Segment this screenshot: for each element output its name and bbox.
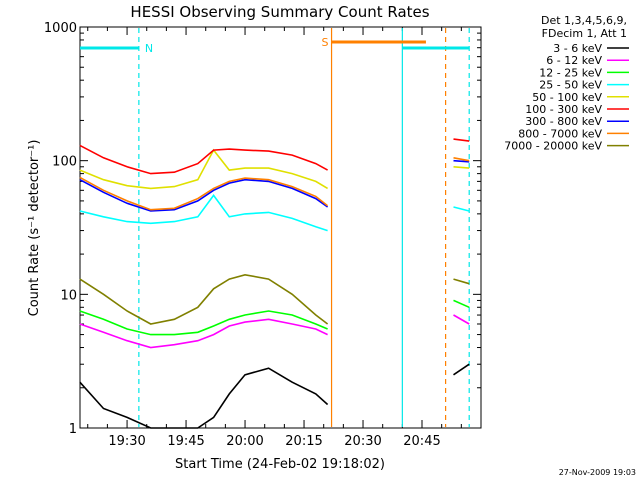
attenuator-label: S: [322, 36, 329, 49]
series-line: [79, 194, 328, 232]
legend-entry-label: 800 - 7000 keV: [518, 127, 602, 140]
series-line: [453, 138, 470, 142]
series-line: [79, 144, 328, 175]
legend-entry-label: 3 - 6 keV: [553, 42, 602, 55]
legend-entry-label: 300 - 800 keV: [525, 115, 602, 128]
series-line: [79, 176, 329, 211]
series-line: [79, 367, 329, 429]
series-line: [453, 157, 470, 162]
x-tick-label: 19:45: [167, 434, 204, 449]
series-lines: [79, 138, 470, 429]
x-tick-label: 20:30: [344, 434, 381, 449]
series-line: [453, 278, 470, 285]
chart-title: HESSI Observing Summary Count Rates: [130, 3, 429, 21]
legend-entry-label: 7000 - 20000 keV: [504, 140, 602, 153]
series-line: [79, 273, 329, 325]
timestamp: 27-Nov-2009 19:03: [559, 468, 636, 477]
x-tick-label: 19:30: [108, 434, 145, 449]
series-line: [453, 314, 470, 325]
x-tick-label: 20:15: [285, 434, 322, 449]
y-axis-label: Count Rate (s⁻¹ detector⁻¹): [27, 140, 42, 317]
series-line: [79, 148, 329, 190]
legend-entry-label: 6 - 12 keV: [546, 54, 602, 67]
x-tick-label: 20:00: [226, 434, 263, 449]
plot-frame: [79, 26, 482, 429]
series-line: [453, 159, 470, 163]
legend-header-line-1: Det 1,3,4,5,6,9,: [541, 14, 627, 27]
attenuator-label: N: [145, 42, 153, 55]
x-axis-label: Start Time (24-Feb-02 19:18:02): [175, 457, 385, 472]
series-line: [79, 318, 328, 349]
series-line: [453, 206, 470, 212]
y-tick-label: 100: [52, 155, 77, 170]
series-line: [79, 310, 328, 336]
legend-entry-label: 100 - 300 keV: [525, 103, 602, 116]
series-line: [453, 299, 470, 309]
x-axis-ticks: 19:30 19:45 20:00 20:15 20:30 20:45: [87, 27, 462, 449]
legend-entry-label: 25 - 50 keV: [539, 79, 602, 92]
x-tick-label: 20:45: [403, 434, 440, 449]
y-tick-label: 1000: [44, 21, 77, 36]
region-markers: [138, 28, 470, 427]
legend-entry-label: 12 - 25 keV: [539, 66, 602, 79]
legend-header-line-2: FDecim 1, Att 1: [542, 27, 627, 40]
y-tick-label: 10: [60, 288, 77, 303]
series-line: [79, 178, 329, 212]
series-line: [453, 166, 470, 169]
legend-entry-label: 50 - 100 keV: [532, 91, 602, 104]
series-line: [453, 363, 470, 376]
y-tick-label: 1: [69, 422, 77, 437]
y-axis-ticks: 1 10 100 1000: [44, 21, 481, 437]
